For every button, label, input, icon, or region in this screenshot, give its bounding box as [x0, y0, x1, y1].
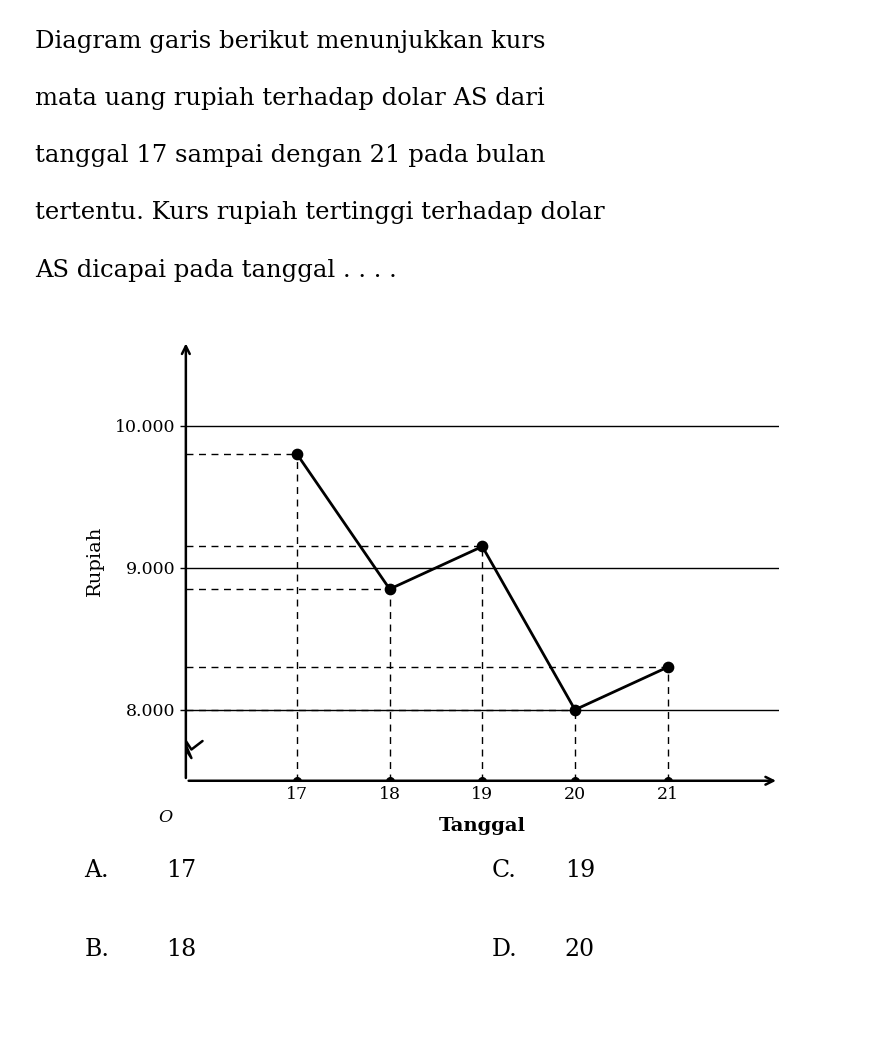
Point [290, 445, 304, 462]
X-axis label: Tanggal: Tanggal [439, 816, 526, 834]
Text: A.: A. [84, 859, 109, 882]
Point [475, 538, 489, 554]
Text: B.: B. [84, 938, 109, 961]
Text: O: O [158, 809, 173, 826]
Text: mata uang rupiah terhadap dolar AS dari: mata uang rupiah terhadap dolar AS dari [35, 87, 545, 110]
Text: 17: 17 [165, 859, 196, 882]
Text: tertentu. Kurs rupiah tertinggi terhadap dolar: tertentu. Kurs rupiah tertinggi terhadap… [35, 201, 605, 224]
Text: AS dicapai pada tanggal . . . .: AS dicapai pada tanggal . . . . [35, 259, 397, 282]
Y-axis label: Rupiah: Rupiah [86, 525, 104, 596]
Text: tanggal 17 sampai dengan 21 pada bulan: tanggal 17 sampai dengan 21 pada bulan [35, 145, 546, 168]
Point [382, 581, 396, 597]
Text: 20: 20 [565, 938, 595, 961]
Text: D.: D. [491, 938, 517, 961]
Text: 18: 18 [165, 938, 196, 961]
Point [660, 659, 674, 676]
Text: 19: 19 [565, 859, 595, 882]
Text: C.: C. [491, 859, 516, 882]
Text: Diagram garis berikut menunjukkan kurs: Diagram garis berikut menunjukkan kurs [35, 29, 546, 52]
Point [568, 701, 582, 718]
